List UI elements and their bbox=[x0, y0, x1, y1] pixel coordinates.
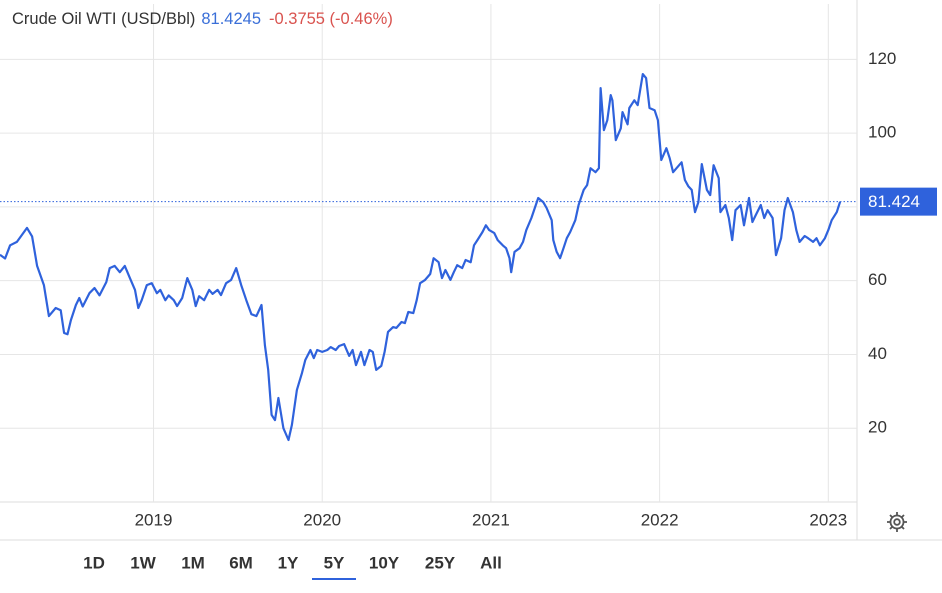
x-tick-label: 2021 bbox=[472, 510, 510, 529]
range-button[interactable]: 1D bbox=[83, 553, 105, 572]
range-button[interactable]: 1M bbox=[181, 553, 205, 572]
range-button[interactable]: 6M bbox=[229, 553, 253, 572]
range-button[interactable]: 1Y bbox=[278, 553, 299, 572]
y-tick-label: 40 bbox=[868, 344, 887, 363]
y-tick-label: 120 bbox=[868, 49, 896, 68]
price-tag-box bbox=[860, 187, 937, 216]
range-button[interactable]: 10Y bbox=[369, 553, 400, 572]
price: 81.4245 bbox=[201, 10, 261, 28]
settings-icon[interactable] bbox=[887, 512, 907, 532]
chart-title: Crude Oil WTI (USD/Bbl) bbox=[12, 10, 195, 28]
plot bbox=[0, 73, 857, 442]
x-tick-label: 2019 bbox=[135, 510, 173, 529]
price-line bbox=[0, 73, 842, 442]
range-button[interactable]: 5Y bbox=[324, 553, 345, 572]
x-tick-label: 2023 bbox=[809, 510, 847, 529]
range-button[interactable]: 1W bbox=[130, 553, 156, 572]
x-tick-label: 2020 bbox=[303, 510, 341, 529]
y-tick-label: 100 bbox=[868, 123, 896, 142]
change: -0.3755 (-0.46%) bbox=[269, 10, 393, 28]
y-tick-label: 20 bbox=[868, 418, 887, 437]
x-tick-label: 2022 bbox=[641, 510, 679, 529]
range-button[interactable]: All bbox=[480, 553, 502, 572]
grid bbox=[0, 4, 857, 502]
y-tick-label: 60 bbox=[868, 270, 887, 289]
price-tag: 81.424 bbox=[868, 192, 920, 211]
title-line: Crude Oil WTI (USD/Bbl) 81.4245 -0.3755 (-… bbox=[12, 10, 393, 28]
range-button[interactable]: 25Y bbox=[425, 553, 456, 572]
